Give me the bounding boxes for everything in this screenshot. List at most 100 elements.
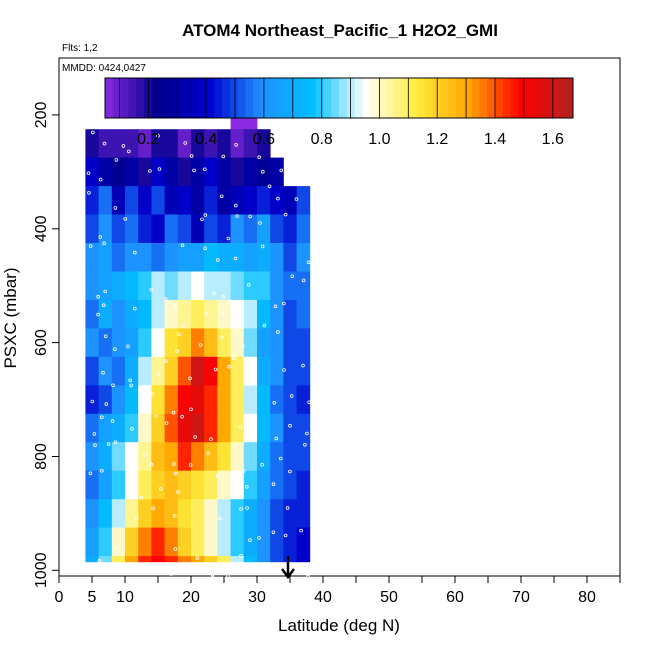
colorbar-tick-label: 0.8 [311,131,333,148]
observation-point [227,364,231,369]
observation-point [113,206,118,210]
observation-point [271,530,276,535]
heatmap-cell [204,385,218,415]
heatmap-cell [125,214,139,244]
heatmap-cell [283,299,297,329]
heatmap-cell [230,186,245,215]
heatmap-cell [191,129,205,159]
heatmap-cell [296,186,311,215]
heatmap-cell [270,271,284,301]
observation-point [173,303,178,307]
heatmap-cell [125,328,139,358]
heatmap-cell [151,356,165,386]
heatmap-cell [98,129,113,159]
observation-point [267,184,272,189]
observation-point [139,495,144,500]
heatmap-cell [111,271,126,301]
observation-point [271,482,276,487]
colorbar-swatch [440,78,449,118]
heatmap-cell [296,499,311,529]
colorbar-swatch [315,78,324,118]
heatmap-cell [243,442,258,472]
colorbar-swatch [385,78,395,118]
colorbar-swatch [253,78,262,118]
heatmap-cell [243,527,258,557]
heatmap-cell [257,356,271,386]
observation-point [180,243,185,248]
heatmap-cell [243,299,258,329]
observation-point [113,347,117,352]
heatmap-cell [164,129,179,159]
y-axis-label: PSXC (mbar) [1,267,20,368]
heatmap-cell [296,527,311,557]
observation-point [123,217,128,221]
heatmap-cell [164,214,179,244]
observation-point [87,191,91,195]
colorbar-tick-label: 1.4 [484,131,506,148]
observation-point [278,456,283,461]
colorbar-swatch [206,78,215,118]
heatmap-cell [270,413,284,443]
observation-point [217,516,222,521]
heatmap-cell [138,470,152,500]
heatmap-cell [164,271,179,301]
observation-point [128,378,133,383]
observation-point [113,440,118,445]
heatmap-cell [230,271,245,301]
heatmap-cell [217,243,231,272]
heatmap-cell [283,214,297,244]
observation-point [188,569,192,573]
heatmap-cell [257,299,271,329]
heatmap-cell [111,356,126,386]
heatmap-cell [204,328,218,358]
colorbar-swatch [128,78,137,118]
observation-point [221,294,226,299]
colorbar-swatch [479,78,488,118]
colorbar-swatch [276,78,285,118]
heatmap-cell [283,470,297,500]
observation-point [301,363,305,368]
observation-point [172,462,176,466]
observation-point [189,154,194,158]
heatmap-cell [283,243,297,272]
heatmap-cell [191,328,205,358]
observation-point [156,134,160,138]
heatmap-cell [230,499,245,529]
heatmap-cell [111,129,126,159]
heatmap-cell [111,299,126,329]
heatmap-cell [217,186,231,215]
observation-point [154,414,158,418]
heatmap-cell [177,299,192,329]
heatmap-cell [138,328,152,358]
observation-point [111,383,115,388]
observation-point [102,241,106,246]
colorbar-swatch [151,78,161,118]
heatmap-cell [230,556,245,563]
heatmap-cell [164,413,179,443]
heatmap-cell [138,129,152,159]
heatmap-cell [243,328,258,358]
heatmap-cell [177,527,192,557]
colorbar-swatch [245,78,254,118]
heatmap-cell [151,413,165,443]
observation-point [98,177,103,182]
heatmap-cell [257,129,271,159]
observation-point [234,143,238,147]
heatmap-cell [217,556,231,563]
observation-point [88,244,93,248]
observation-point [127,149,131,154]
heatmap-cell [257,499,271,529]
heatmap-cell [111,243,126,272]
observation-point [239,507,243,511]
heatmap-cell [257,271,271,301]
colorbar-swatch [534,78,543,118]
observation-point [157,167,162,171]
heatmap-cell [217,442,231,472]
observation-point [93,443,97,448]
heatmap-cell [177,214,192,244]
colorbar: 0.2 0.4 0.6 0.8 1.0 1.2 1.4 1.6 [104,77,574,148]
colorbar-swatch [487,78,496,118]
heatmap-cell [98,385,113,415]
observation-point [97,558,102,563]
observation-point [239,553,243,558]
